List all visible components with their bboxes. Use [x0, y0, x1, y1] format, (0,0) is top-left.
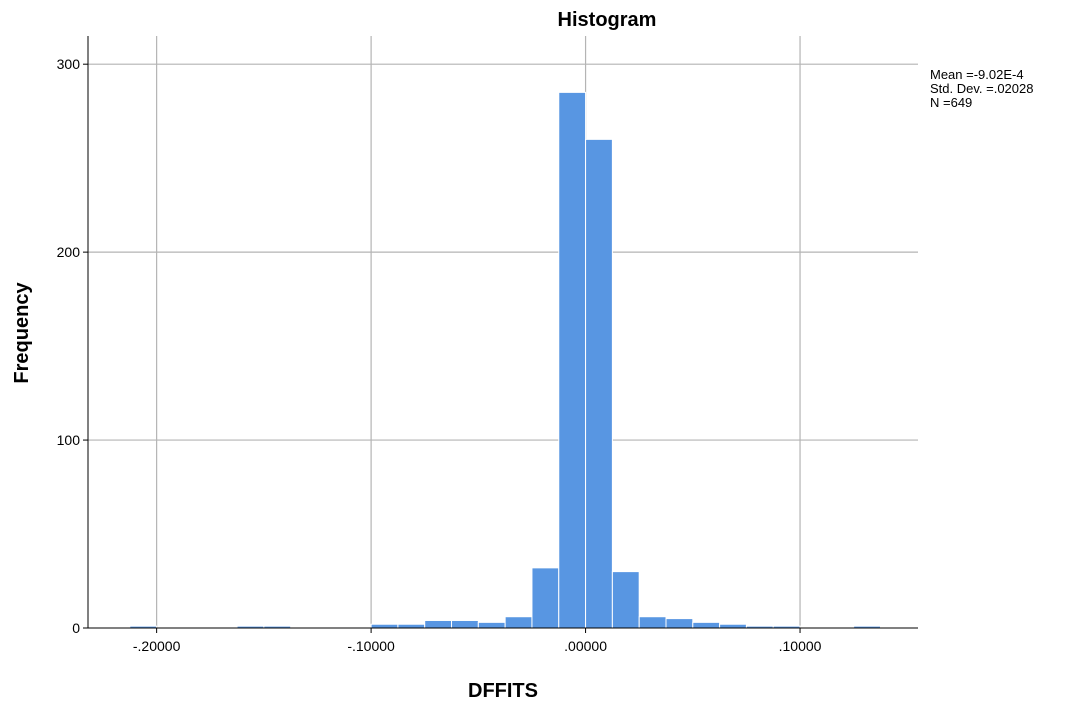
- histogram-bars: [130, 92, 881, 628]
- y-axis-title: Frequency: [11, 282, 33, 384]
- histogram-bar: [612, 572, 639, 628]
- histogram-bar: [586, 139, 613, 628]
- stat-n: N =649: [930, 96, 1033, 110]
- x-axis-title: DFFITS: [468, 680, 538, 702]
- x-tick-label: .00000: [564, 638, 607, 654]
- tick-labels: -.20000 -.10000 .00000 .10000 0 100 200 300: [57, 56, 822, 654]
- x-tick-label: -.20000: [133, 638, 181, 654]
- histogram-bar: [452, 620, 479, 628]
- histogram-bar: [639, 617, 666, 628]
- gridlines: [88, 36, 918, 628]
- histogram-bar: [505, 617, 532, 628]
- histogram-bar: [559, 92, 586, 628]
- stat-std-dev: Std. Dev. =.02028: [930, 82, 1033, 96]
- y-tick-label: 300: [57, 56, 81, 72]
- y-tick-label: 200: [57, 244, 81, 260]
- x-tick-label: -.10000: [347, 638, 395, 654]
- histogram-bar: [666, 619, 693, 628]
- y-tick-label: 100: [57, 432, 81, 448]
- histogram-bar: [532, 568, 559, 628]
- histogram-bar: [693, 622, 720, 628]
- stat-mean: Mean =-9.02E-4: [930, 68, 1033, 82]
- histogram-bar: [425, 620, 452, 628]
- histogram-bar: [720, 624, 747, 628]
- histogram-bar: [478, 622, 505, 628]
- chart-title: Histogram: [558, 9, 657, 31]
- histogram-bar: [371, 624, 398, 628]
- y-tick-label: 0: [72, 620, 80, 636]
- histogram-bar: [398, 624, 425, 628]
- axes: [83, 36, 918, 633]
- x-tick-label: .10000: [779, 638, 822, 654]
- statistics-box: Mean =-9.02E-4 Std. Dev. =.02028 N =649: [930, 68, 1033, 110]
